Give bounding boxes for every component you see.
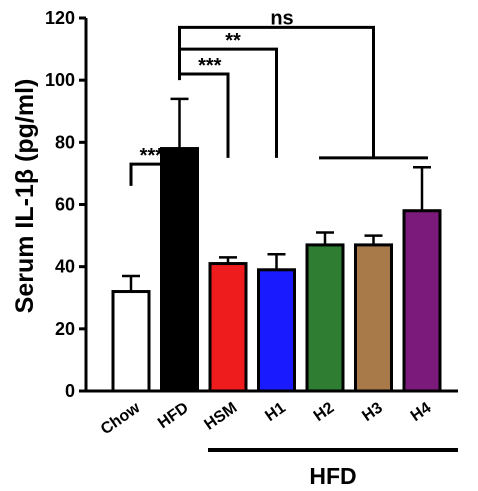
x-tick-label-chow: Chow: [98, 399, 144, 438]
group-label: HFD: [309, 463, 356, 489]
bars: Chow HFD HSM H1 H2 H3 H4: [98, 97, 442, 438]
x-tick-label-h3: H3: [359, 399, 386, 425]
sig-label-ns: ns: [270, 7, 293, 29]
y-tick-label: 120: [45, 8, 75, 28]
x-tick-label-h2: H2: [311, 399, 338, 425]
bar-h4: [402, 209, 442, 393]
bar-hfd: [160, 147, 199, 393]
axes: 0 20 40 60 80 100 120: [45, 8, 458, 401]
y-tick-label: 60: [55, 195, 75, 215]
bracket-hfd-h1: [178, 47, 278, 158]
bracket-hfd-hsm: [178, 72, 230, 158]
x-tick-label-h4: H4: [408, 399, 435, 425]
bracket-hfd-ns: [178, 25, 375, 158]
x-tick-label-hfd: HFD: [155, 399, 192, 432]
bar-h2: [305, 243, 345, 393]
sig-label-chow-hfd: ****: [140, 145, 171, 167]
y-tick-label: 40: [55, 257, 75, 277]
bracket-chow-hfd: [129, 162, 181, 186]
bar-hsm: [208, 262, 248, 393]
bar-h1: [257, 268, 296, 393]
bar-chow: [111, 290, 151, 393]
sig-label-hfd-hsm: ***: [198, 55, 222, 77]
y-axis-label: Serum IL-1β (pg/ml): [11, 79, 39, 314]
y-tick-label: 0: [65, 381, 75, 401]
y-tick-label: 20: [55, 319, 75, 339]
significance-brackets: *********ns: [129, 7, 428, 186]
bar-h3: [354, 243, 393, 393]
x-tick-label-h1: H1: [262, 399, 289, 425]
x-tick-label-hsm: HSM: [201, 399, 240, 433]
sig-label-hfd-h1: **: [225, 30, 241, 52]
y-tick-label: 100: [45, 70, 75, 90]
y-tick-label: 80: [55, 132, 75, 152]
